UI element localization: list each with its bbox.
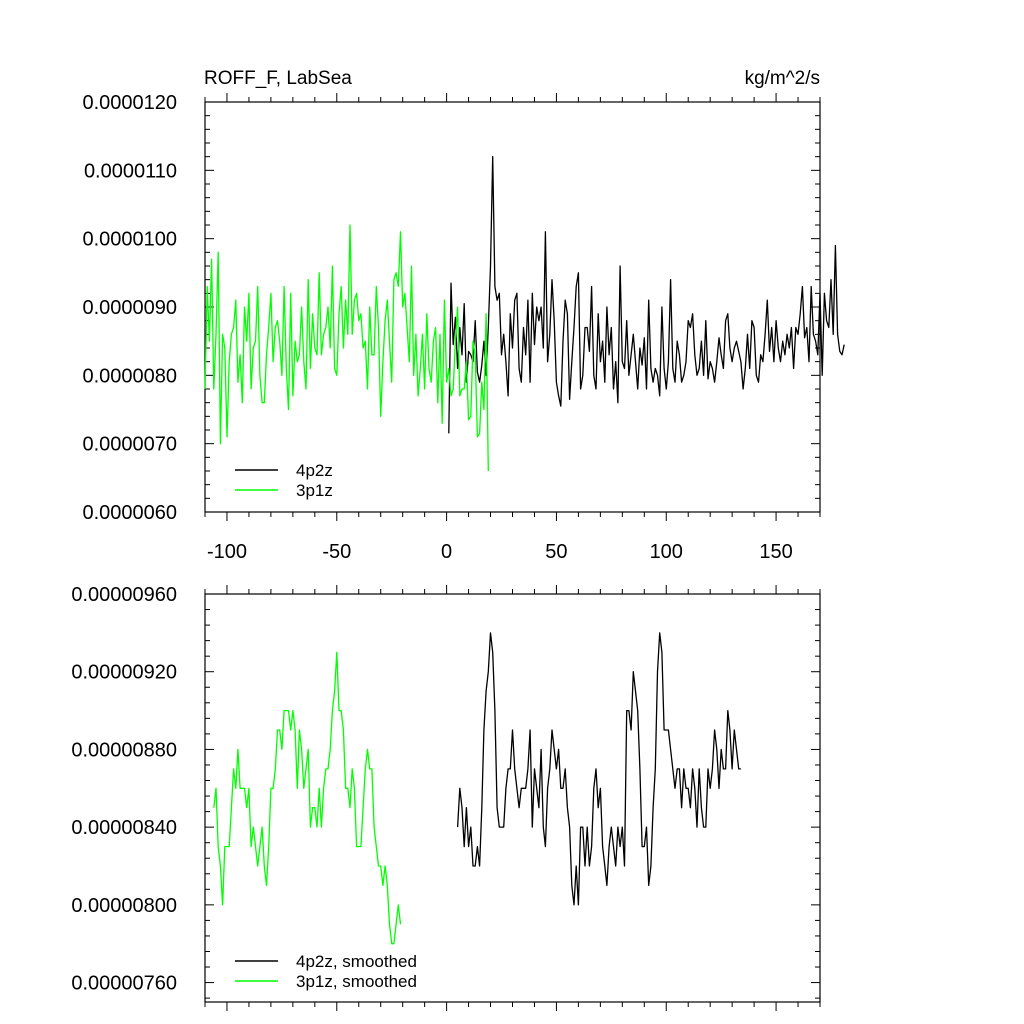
plot-frame xyxy=(204,593,821,1003)
y-tick-label: 0.0000090 xyxy=(82,297,177,319)
series-line xyxy=(213,651,402,945)
chart-units: kg/m^2/s xyxy=(745,68,820,89)
legend: 4p2z, smoothed 3p1z, smoothed xyxy=(235,952,417,991)
panel-bottom: 0.00000760 0.00000800 0.00000840 0.00000880… xyxy=(71,584,821,1011)
series-lines xyxy=(213,632,741,945)
y-tick-label: 0.00000920 xyxy=(71,662,177,684)
y-tick-label: 0.0000070 xyxy=(82,434,177,456)
panel-top: ROFF_F, LabSea kg/m^2/s -100 -50 0 50 100 150… xyxy=(82,68,845,563)
legend: 4p2z 3p1z xyxy=(235,461,333,500)
x-tick-label: 50 xyxy=(545,541,567,563)
x-tick-label: -50 xyxy=(322,541,351,563)
legend-label-4p2z: 4p2z xyxy=(296,461,333,480)
y-tick-label: 0.00000960 xyxy=(71,584,177,606)
y-tick-label: 0.0000060 xyxy=(82,502,177,524)
x-tick-label: -100 xyxy=(207,541,247,563)
y-axis: 0.00000760 0.00000800 0.00000840 0.00000880… xyxy=(71,584,820,999)
y-tick-label: 0.0000080 xyxy=(82,365,177,387)
series-lines xyxy=(204,156,845,472)
plot-frame xyxy=(204,101,821,513)
y-tick-label: 0.00000800 xyxy=(71,895,177,917)
x-tick-label: 0 xyxy=(441,541,452,563)
chart-title: ROFF_F, LabSea xyxy=(204,68,352,89)
x-tick-label: 150 xyxy=(759,541,792,563)
y-tick-label: 0.0000110 xyxy=(84,160,177,182)
x-tick-label: 100 xyxy=(650,541,683,563)
y-tick-label: 0.0000100 xyxy=(82,229,177,251)
legend-label-3p1z: 3p1z xyxy=(296,481,333,500)
legend-label-3p1z-smoothed: 3p1z, smoothed xyxy=(296,972,417,991)
series-line xyxy=(204,224,489,472)
y-tick-label: 0.00000760 xyxy=(71,973,177,995)
legend-label-4p2z-smoothed: 4p2z, smoothed xyxy=(296,952,417,971)
series-line xyxy=(456,632,741,906)
x-axis: -100 -50 0 50 100 150 xyxy=(204,93,821,563)
y-tick-label: 0.0000120 xyxy=(82,92,177,114)
y-tick-label: 0.00000840 xyxy=(71,817,177,839)
y-tick-label: 0.00000880 xyxy=(71,739,177,761)
y-axis: 0.0000060 0.0000070 0.0000080 0.0000090 0.00… xyxy=(82,92,820,524)
series-line xyxy=(448,156,845,434)
x-axis xyxy=(204,585,821,1011)
